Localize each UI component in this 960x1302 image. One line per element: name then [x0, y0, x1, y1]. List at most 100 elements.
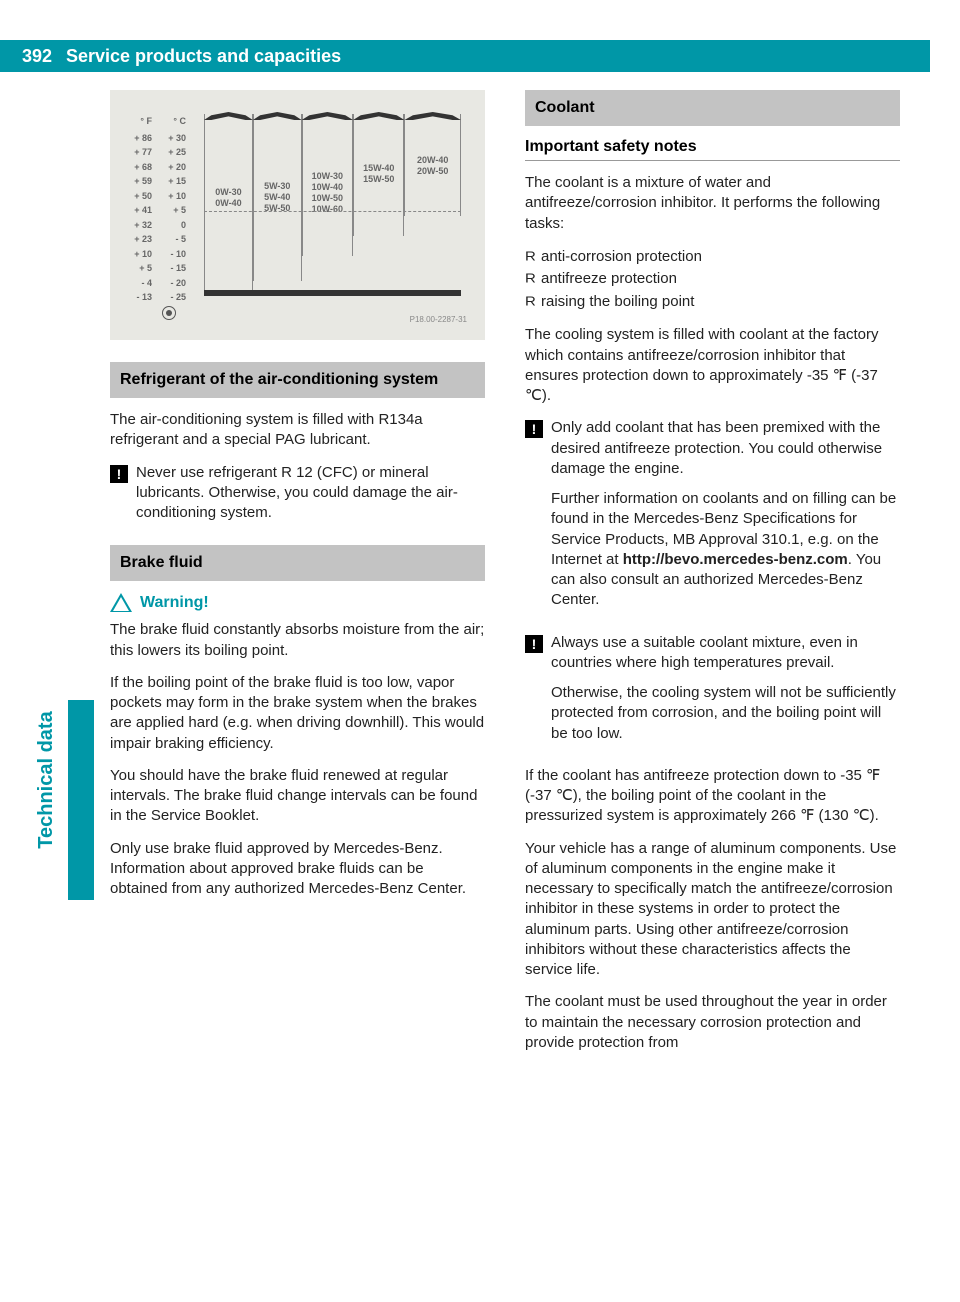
oil-grade-label: 10W-30 [303, 171, 352, 182]
caution-icon: ! [525, 420, 543, 438]
oil-grade-label: 0W-40 [205, 198, 252, 209]
temp-f: + 32 [124, 218, 152, 233]
coolant-note-2-text: Always use a suitable coolant mixture, e… [551, 633, 900, 754]
temp-f: - 13 [124, 290, 152, 305]
oil-grade-labels: 5W-305W-405W-50 [254, 181, 301, 214]
oil-grade-labels: 0W-300W-40 [205, 187, 252, 209]
temp-f: + 59 [124, 174, 152, 189]
content-area: ° F ° C + 86+ 30+ 77+ 25+ 68+ 20+ 59+ 15… [110, 90, 900, 1065]
oil-grade-labels: 15W-4015W-50 [354, 163, 403, 185]
refrigerant-paragraph: The air-conditioning system is filled wi… [110, 410, 485, 451]
warning-row: Warning! [110, 593, 485, 612]
temp-row: - 4 - 20 [124, 276, 186, 291]
oil-grade-column: 5W-305W-405W-50 [253, 114, 302, 281]
temp-row: + 86 + 30 [124, 131, 186, 146]
thermometer-icon [162, 306, 176, 320]
coolant-note-1-text: Only add coolant that has been premixed … [551, 418, 900, 620]
bullet-item: raising the boiling point [525, 291, 900, 314]
temp-f: + 23 [124, 232, 152, 247]
chart-dash-line [204, 211, 461, 212]
temp-row: + 23 - 5 [124, 232, 186, 247]
temp-c: + 20 [158, 160, 186, 175]
temp-c: + 30 [158, 131, 186, 146]
oil-grade-label: 5W-40 [254, 192, 301, 203]
temp-f: + 10 [124, 247, 152, 262]
left-column: ° F ° C + 86+ 30+ 77+ 25+ 68+ 20+ 59+ 15… [110, 90, 485, 1065]
oil-grade-label: 10W-50 [303, 193, 352, 204]
oil-col-cap [302, 112, 353, 120]
temp-f: + 50 [124, 189, 152, 204]
temp-c: - 15 [158, 261, 186, 276]
oil-grade-column: 0W-300W-40 [204, 114, 253, 296]
temp-c: + 10 [158, 189, 186, 204]
temp-f: + 68 [124, 160, 152, 175]
temp-c: - 20 [158, 276, 186, 291]
temp-axis: ° F ° C + 86+ 30+ 77+ 25+ 68+ 20+ 59+ 15… [124, 114, 186, 305]
oil-grade-label: 15W-40 [354, 163, 403, 174]
safety-notes-heading: Important safety notes [525, 138, 900, 161]
oil-grade-column: 10W-3010W-4010W-5010W-60 [302, 114, 353, 256]
oil-col-cap [404, 112, 461, 120]
temp-c: + 5 [158, 203, 186, 218]
oil-grade-label: 5W-50 [254, 203, 301, 214]
note2-b: Otherwise, the cooling system will not b… [551, 683, 900, 744]
oil-col-cap [204, 112, 253, 120]
oil-grade-label: 20W-50 [405, 166, 460, 177]
temp-c: + 15 [158, 174, 186, 189]
refrigerant-note: ! Never use refrigerant R 12 (CFC) or mi… [110, 463, 485, 524]
caution-icon: ! [525, 635, 543, 653]
note1-a: Only add coolant that has been premixed … [551, 418, 900, 479]
oil-bars-area: 0W-300W-405W-305W-405W-5010W-3010W-4010W… [204, 114, 461, 296]
temp-c: - 10 [158, 247, 186, 262]
temp-row: + 41 + 5 [124, 203, 186, 218]
oil-grade-label: 5W-30 [254, 181, 301, 192]
refrigerant-heading: Refrigerant of the air-conditioning syst… [110, 362, 485, 398]
oil-grade-label: 20W-40 [405, 155, 460, 166]
note1-b: Further information on coolants and on f… [551, 489, 900, 611]
oil-grade-column: 20W-4020W-50 [404, 114, 461, 216]
coolant-p4: Your vehicle has a range of aluminum com… [525, 839, 900, 981]
warning-triangle-icon [110, 593, 132, 612]
temp-c: - 25 [158, 290, 186, 305]
temp-row: + 59 + 15 [124, 174, 186, 189]
warning-label: Warning! [140, 594, 209, 612]
temp-row: + 32 0 [124, 218, 186, 233]
brake-warn-p1: The brake fluid constantly absorbs moist… [110, 620, 485, 661]
temp-f: + 77 [124, 145, 152, 160]
chart-base-bar [204, 290, 461, 296]
note2-a: Always use a suitable coolant mixture, e… [551, 633, 900, 674]
brake-warn-p3: You should have the brake fluid renewed … [110, 766, 485, 827]
oil-grade-label: 10W-60 [303, 204, 352, 215]
temp-c: 0 [158, 218, 186, 233]
oil-col-cap [253, 112, 302, 120]
temp-f: + 41 [124, 203, 152, 218]
oil-grade-labels: 20W-4020W-50 [405, 155, 460, 177]
temp-f: + 86 [124, 131, 152, 146]
oil-grade-label: 10W-40 [303, 182, 352, 193]
axis-c-label: ° C [158, 114, 186, 129]
oil-viscosity-chart: ° F ° C + 86+ 30+ 77+ 25+ 68+ 20+ 59+ 15… [110, 90, 485, 340]
oil-grade-label: 0W-30 [205, 187, 252, 198]
temp-row: + 50 + 10 [124, 189, 186, 204]
coolant-heading: Coolant [525, 90, 900, 126]
coolant-p5: The coolant must be used throughout the … [525, 992, 900, 1053]
temp-row: + 10 - 10 [124, 247, 186, 262]
oil-grade-column: 15W-4015W-50 [353, 114, 404, 236]
brake-warn-p2: If the boiling point of the brake fluid … [110, 673, 485, 754]
temp-row: + 5 - 15 [124, 261, 186, 276]
bullet-item: anti-corrosion protection [525, 246, 900, 269]
page-header: 392 Service products and capacities [0, 40, 930, 72]
temp-c: + 25 [158, 145, 186, 160]
section-title: Service products and capacities [60, 46, 341, 67]
coolant-note-1: ! Only add coolant that has been premixe… [525, 418, 900, 620]
coolant-p1: The coolant is a mixture of water and an… [525, 173, 900, 234]
temp-row: + 68 + 20 [124, 160, 186, 175]
bullet-item: antifreeze protection [525, 268, 900, 291]
temp-f: - 4 [124, 276, 152, 291]
oil-grade-label: 15W-50 [354, 174, 403, 185]
side-tab-block [68, 700, 94, 900]
temp-f: + 5 [124, 261, 152, 276]
right-column: Coolant Important safety notes The coola… [525, 90, 900, 1065]
oil-grade-labels: 10W-3010W-4010W-5010W-60 [303, 171, 352, 215]
temp-c: - 5 [158, 232, 186, 247]
